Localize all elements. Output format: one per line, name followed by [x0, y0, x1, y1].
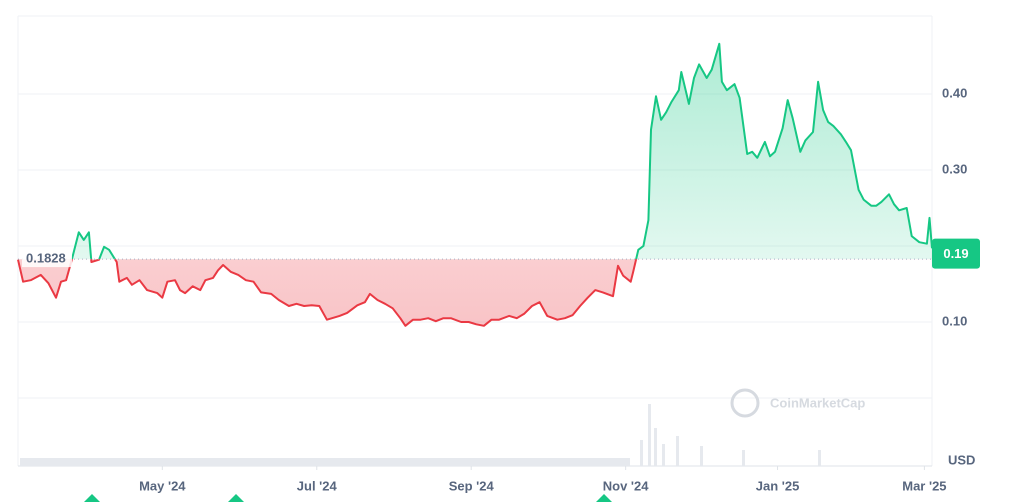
price-line-below — [17, 259, 638, 327]
volume-bar — [648, 404, 651, 466]
x-tick-label: Jul '24 — [297, 478, 338, 493]
x-tick-label: Jan '25 — [756, 478, 800, 493]
volume-bar — [818, 450, 821, 466]
baseline-label-bg — [22, 249, 72, 268]
area-above — [71, 43, 932, 260]
volume-bar — [654, 428, 657, 466]
y-tick-label: 0.30 — [942, 161, 967, 176]
volume-bar — [640, 440, 643, 466]
watermark-logo — [730, 388, 760, 418]
y-tick-label: 0.10 — [942, 313, 967, 328]
x-tick-label: May '24 — [139, 478, 186, 493]
volume-bar — [662, 444, 665, 466]
price-line-above — [70, 42, 933, 260]
watermark-text: CoinMarketCap — [770, 395, 865, 410]
x-tick-label: Nov '24 — [603, 478, 649, 493]
volume — [20, 404, 821, 466]
current-value-label: 0.19 — [943, 246, 968, 261]
baseline-label: 0.1828 — [26, 251, 66, 266]
y-unit: USD — [948, 452, 975, 467]
current-value-badge — [932, 238, 980, 269]
y-tick-label: 0.40 — [942, 85, 967, 100]
watermark: CoinMarketCap — [730, 388, 865, 418]
volume-bar — [700, 446, 703, 466]
x-tick-label: Mar '25 — [902, 478, 946, 493]
volume-low — [20, 458, 630, 466]
area-below — [18, 259, 932, 326]
volume-bar — [676, 436, 679, 466]
event-markers — [84, 494, 612, 502]
x-tick-label: Sep '24 — [449, 478, 495, 493]
volume-bar — [742, 450, 745, 466]
